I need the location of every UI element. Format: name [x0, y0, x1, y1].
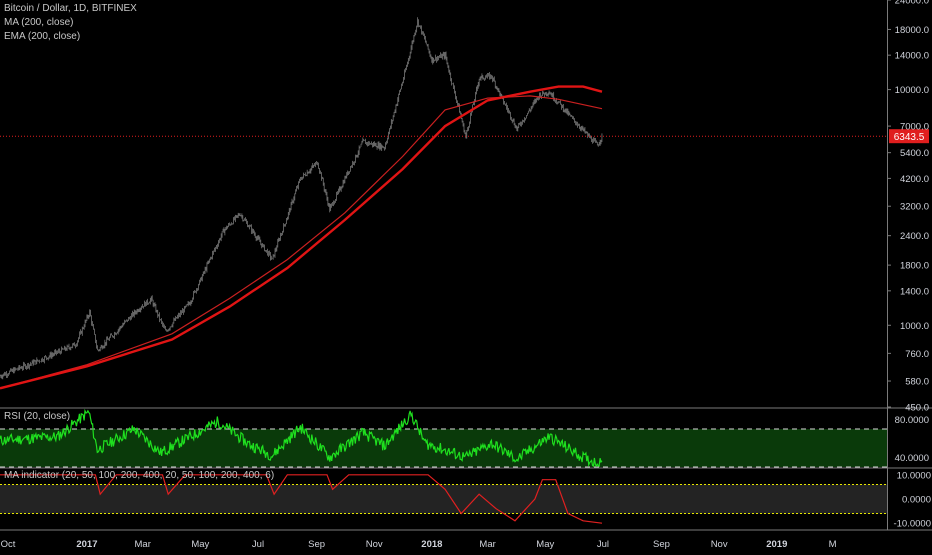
- x-tick-label: 2017: [76, 539, 97, 550]
- x-tick-label: May: [191, 539, 209, 550]
- rsi-legend: RSI (20, close): [4, 411, 71, 422]
- x-tick-label: Mar: [479, 539, 495, 550]
- ma-legend: MA (200, close): [4, 17, 74, 28]
- x-tick-label: Oct: [1, 539, 16, 550]
- x-tick-label: 2018: [421, 539, 442, 550]
- chart-title: Bitcoin / Dollar, 1D, BITFINEX: [4, 3, 137, 14]
- price-y-tick-label: 2400.0: [900, 231, 929, 242]
- price-y-tick-label: 1000.0: [900, 321, 929, 332]
- x-tick-label: Nov: [366, 539, 383, 550]
- ema-legend: EMA (200, close): [4, 31, 81, 42]
- ma-indicator-band-fill: [0, 484, 887, 514]
- x-tick-label: Jul: [597, 539, 609, 550]
- price-y-tick-label: 760.0: [905, 349, 929, 360]
- price-y-tick-label: 18000.0: [895, 25, 929, 36]
- price-y-tick-label: 5400.0: [900, 148, 929, 159]
- ma-200-line: [0, 85, 603, 390]
- rsi-y-tick-label: 80.0000: [895, 415, 929, 426]
- rsi-y-tick-label: 40.0000: [895, 453, 929, 464]
- rsi-line: [0, 408, 603, 468]
- price-y-tick-label: 4200.0: [900, 174, 929, 185]
- ma-indicator-legend: MA indicator (20, 50, 100, 200, 400, 20,…: [4, 470, 275, 481]
- price-y-tick-label: 1400.0: [900, 286, 929, 297]
- x-tick-label: Sep: [653, 539, 670, 550]
- ma-indicator-line: [0, 474, 603, 524]
- x-tick-label: Mar: [135, 539, 151, 550]
- price-y-tick-label: 1800.0: [900, 261, 929, 272]
- price-y-tick-label: 10000.0: [895, 85, 929, 96]
- last-price-label: 6343.5: [894, 132, 925, 143]
- ma-indicator-y-tick-label: 0.0000: [902, 495, 931, 506]
- last-price-label-bg: [889, 129, 929, 144]
- ma-indicator-y-tick-label: 10.0000: [897, 470, 931, 481]
- rsi-band-fill: [0, 429, 887, 467]
- x-tick-label: Sep: [308, 539, 325, 550]
- price-y-tick-label: 3200.0: [900, 202, 929, 213]
- x-tick-label: May: [536, 539, 554, 550]
- price-y-tick-label: 450.0: [905, 403, 929, 414]
- ema-200-line: [0, 95, 603, 389]
- price-y-tick-label: 24000.0: [895, 0, 929, 7]
- price-y-tick-label: 580.0: [905, 377, 929, 388]
- x-tick-label: M: [829, 539, 837, 550]
- x-tick-label: 2019: [766, 539, 787, 550]
- price-y-tick-label: 14000.0: [895, 51, 929, 62]
- x-tick-label: Jul: [252, 539, 264, 550]
- price-y-tick-label: 7000.0: [900, 122, 929, 133]
- ma-indicator-y-tick-label: -10.0000: [893, 519, 931, 530]
- x-tick-label: Nov: [711, 539, 728, 550]
